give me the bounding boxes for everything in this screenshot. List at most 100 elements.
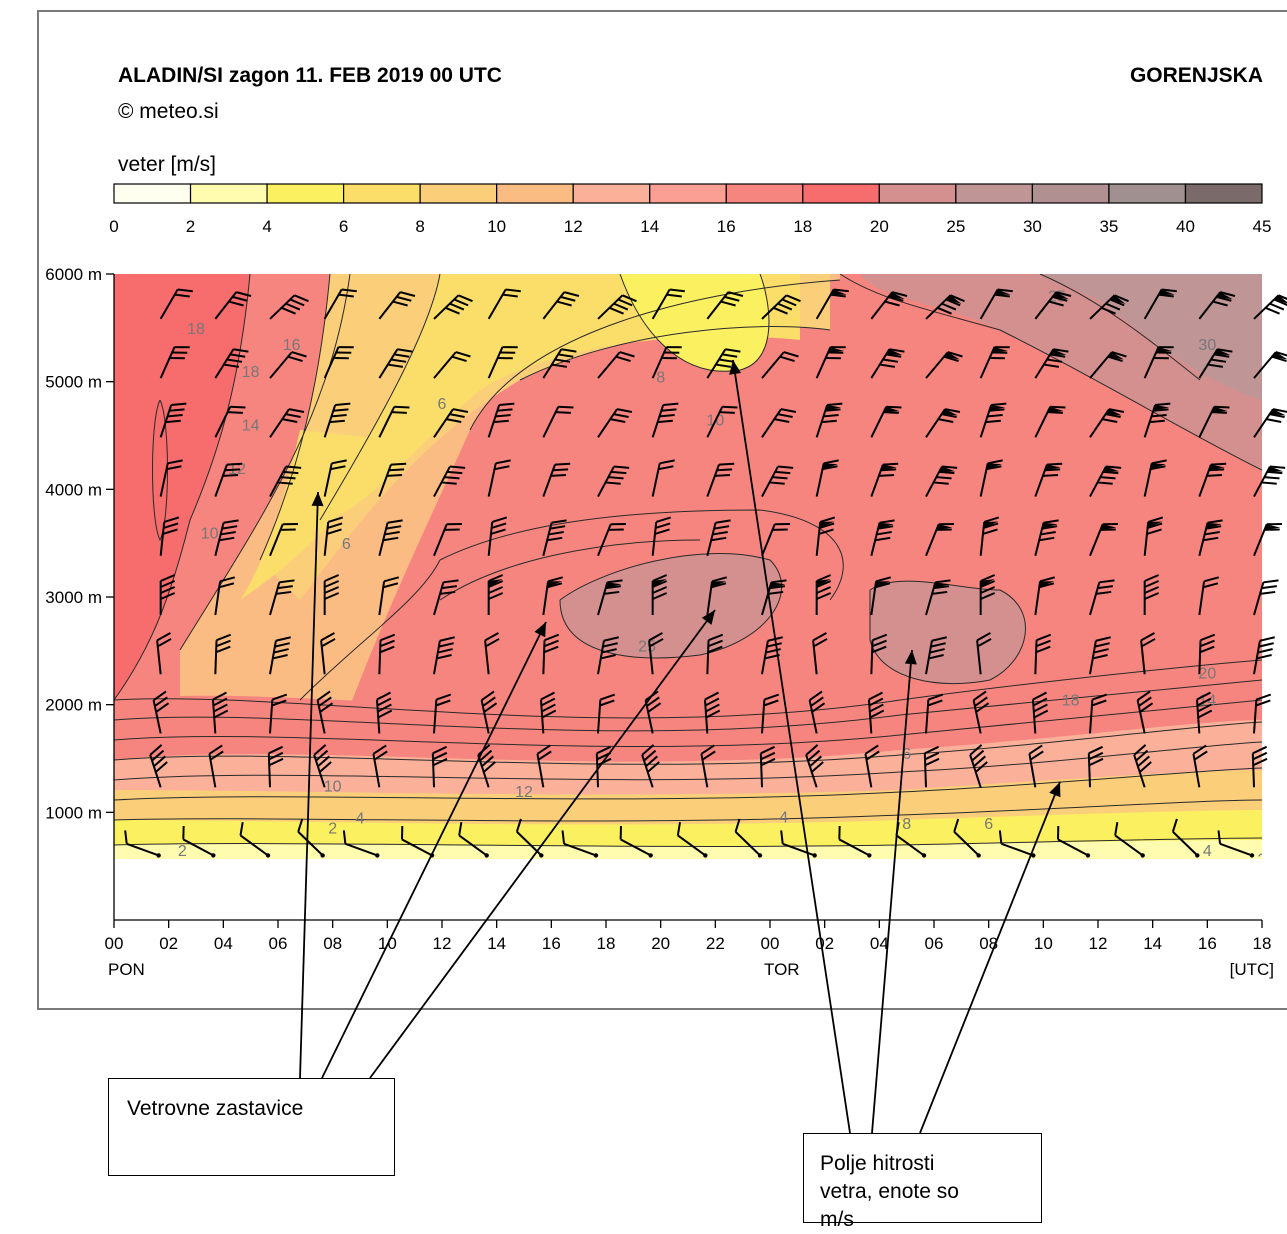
annotation-arrowhead [534, 622, 546, 638]
wind-barb [1089, 579, 1115, 616]
wind-barb [703, 691, 721, 734]
wind-barb [1198, 291, 1236, 320]
colorbar-tick-label: 35 [1099, 217, 1118, 236]
y-tick-label: 1000 m [45, 803, 102, 822]
wind-barb [761, 579, 787, 616]
colorbar-tick-label: 18 [793, 217, 812, 236]
wind-barb [597, 351, 635, 379]
contour-line [619, 274, 770, 372]
annotation-arrowhead [701, 610, 715, 625]
callout-wind-barbs: Vetrovne zastavice [108, 1078, 395, 1176]
x-tick-label: 02 [815, 934, 834, 953]
wind-barb [925, 294, 965, 320]
colorbar-swatch [113, 183, 192, 204]
wind-barb [1253, 465, 1286, 498]
x-tick-label: 14 [487, 934, 506, 953]
wind-barb [1089, 522, 1118, 557]
colorbar-swatch [725, 183, 804, 204]
wind-barb [1034, 405, 1066, 438]
wind-barb [269, 636, 291, 675]
wind-barb [864, 744, 880, 788]
wind-barb [1143, 346, 1174, 379]
callout-line-3: m/s [820, 1208, 854, 1231]
contour-line [179, 274, 351, 651]
contour-line [469, 279, 841, 431]
y-tick-label: 5000 m [45, 373, 102, 392]
colorbar-tick-label: 40 [1176, 217, 1195, 236]
wind-barb [870, 348, 905, 379]
wind-barb [925, 351, 963, 379]
x-tick-label: 22 [706, 934, 725, 953]
contour-line [259, 274, 331, 561]
wind-barb [597, 522, 626, 557]
wind-barb [706, 462, 735, 497]
annotation-arrowhead [1049, 782, 1061, 798]
wind-barb [542, 348, 577, 379]
callout-wind-speed-field: Polje hitrosti vetra, enote so m/s [803, 1133, 1042, 1231]
contour-label: 6 [902, 746, 911, 763]
field-region [240, 430, 390, 600]
annotation-arrow [732, 359, 851, 1134]
wind-barb [458, 822, 489, 858]
wind-barb [1251, 745, 1268, 788]
wind-barb [159, 288, 193, 320]
x-tick-label: 06 [269, 934, 288, 953]
day-label: TOR [764, 960, 800, 979]
x-tick-label: 02 [159, 934, 178, 953]
wind-barb [267, 745, 284, 788]
wind-barb [542, 633, 560, 675]
wind-barb [979, 288, 1013, 320]
contour-label: 10 [324, 778, 342, 795]
wind-barb [1089, 693, 1108, 734]
wind-barb [641, 744, 660, 788]
wind-barb [870, 519, 895, 557]
colorbar-tick-label: 12 [564, 217, 583, 236]
wind-barb [159, 346, 190, 379]
contour-line [152, 399, 168, 542]
wind-barb [925, 693, 944, 734]
annotation-arrowhead [904, 650, 917, 665]
wind-barb [297, 818, 325, 858]
wind-barb [923, 745, 940, 788]
wind-barb [182, 826, 216, 858]
colorbar-swatch [572, 183, 651, 204]
wind-barb [651, 574, 668, 615]
wind-barb [969, 744, 988, 788]
wind-barb [378, 462, 407, 497]
wind-barb [433, 579, 459, 616]
wind-barb [597, 294, 637, 320]
wind-barb [159, 402, 187, 438]
wind-barb [761, 408, 797, 438]
wind-barb [706, 633, 724, 675]
wind-barb [925, 408, 961, 438]
wind-barb [706, 291, 744, 320]
field-region [560, 553, 782, 658]
wind-barb [651, 402, 679, 438]
wind-barb [487, 346, 518, 379]
wind-barb [487, 574, 504, 615]
below-ground [114, 859, 1262, 920]
contour-label: 2 [178, 843, 187, 860]
wind-barb [925, 522, 954, 557]
wind-barb [838, 826, 872, 858]
wind-barb [433, 408, 469, 438]
wind-barb [214, 576, 236, 616]
wind-barb [433, 693, 452, 734]
contour-line [114, 767, 1262, 801]
wind-barb [1089, 408, 1125, 438]
wind-barb [597, 693, 616, 734]
wind-barb [925, 465, 958, 498]
colorbar-swatch [266, 183, 345, 204]
wind-barb [867, 691, 885, 734]
wind-barb [1140, 632, 1156, 675]
contour-line [114, 741, 1262, 781]
colorbar-swatch [878, 183, 957, 204]
wind-barb [159, 459, 183, 497]
wind-barb [152, 690, 170, 734]
contour-label: 6 [438, 396, 447, 413]
wind-barb [812, 632, 828, 675]
colorbar-tick-label: 14 [640, 217, 659, 236]
wind-barb [1198, 519, 1223, 557]
contour-label: 25 [638, 638, 656, 655]
contour-label: 4 [356, 811, 365, 828]
